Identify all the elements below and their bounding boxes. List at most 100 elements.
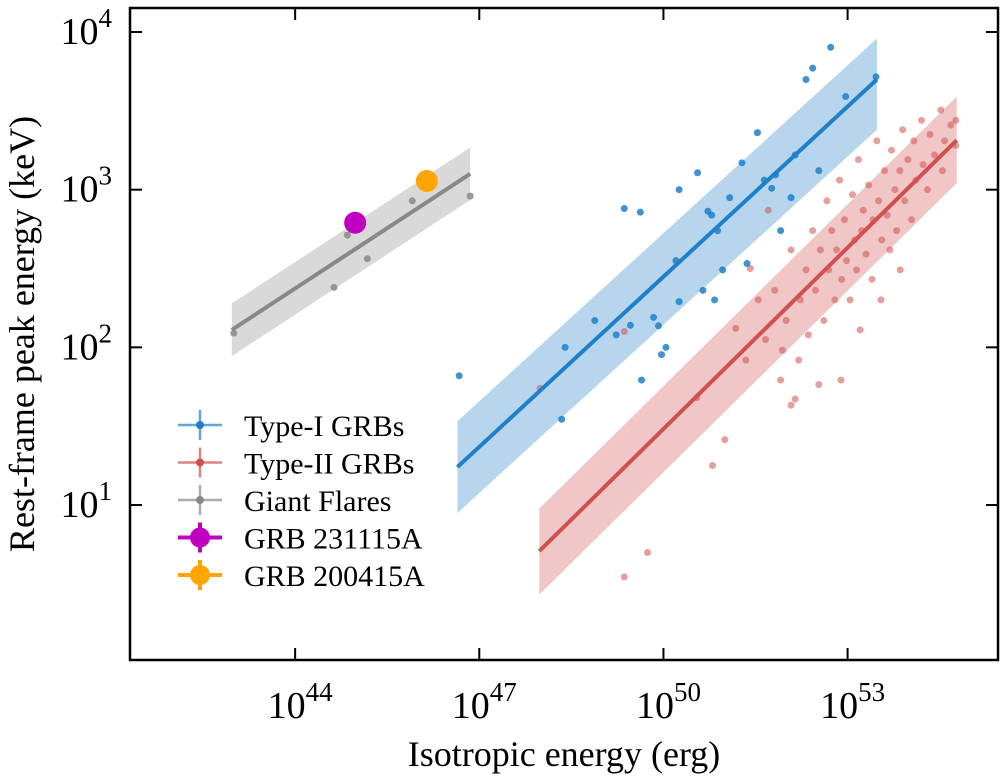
point [650,313,658,321]
y-tick-label: 102 [61,318,113,368]
point [930,151,938,159]
point [363,255,371,263]
point [408,197,416,205]
point [561,343,569,351]
point [620,573,628,581]
point [937,106,945,114]
point [872,73,880,81]
point [823,197,831,205]
fit-line [537,138,959,553]
point [831,296,839,304]
point [636,208,644,216]
point [612,331,620,339]
point [694,169,702,177]
point [709,462,717,470]
point [675,298,683,306]
point [837,376,845,384]
point [742,356,750,364]
legend-marker [196,496,204,504]
point [787,246,795,254]
point [746,265,754,273]
point [910,137,918,145]
point [828,227,836,235]
point [873,137,881,145]
point [644,548,652,556]
plot-area [230,38,960,595]
point [856,326,864,334]
point [791,395,799,403]
point [811,286,819,294]
legend-marker [196,421,204,429]
fit-line [230,172,472,332]
point [777,227,785,235]
point [891,186,899,194]
y-tick-label-exp: 4 [99,3,113,33]
point [836,176,844,184]
point [809,227,817,235]
highlight-point [344,211,367,234]
point [802,75,810,83]
x-tick-label: 1050 [636,677,701,727]
legend-label: GRB 231115A [244,523,423,556]
legend-marker [190,527,210,548]
point [626,321,634,329]
point [754,296,762,304]
point [330,283,338,291]
point [896,266,904,274]
point [591,317,599,325]
legend: Type-I GRBs Type-II GRBs Giant Flares GRB 2… [178,410,425,593]
point [842,92,850,100]
fit-line [456,78,879,469]
point [827,43,835,51]
legend-marker [196,458,204,467]
point [878,236,886,244]
point [455,372,463,380]
point [918,116,926,124]
x-tick-label-base: 10 [820,685,858,727]
point [738,159,746,167]
point [620,328,628,336]
point [947,121,955,129]
point [938,167,946,175]
point [846,296,854,304]
point [941,137,949,145]
x-tick-label-exp: 47 [490,677,517,707]
point [833,246,841,254]
legend-label: GRB 200415A [244,560,425,593]
x-tick-label-base: 10 [636,685,674,727]
point [896,167,904,175]
x-tick-label: 1044 [268,677,334,727]
point [875,197,883,205]
point [886,246,894,254]
legend-marker [190,565,210,585]
point [904,156,912,164]
y-tick-label-base: 10 [61,11,99,53]
point [802,266,810,274]
point [620,204,628,212]
x-axis-label: Isotropic energy (erg) [408,734,721,774]
point [662,343,670,351]
point [919,161,927,169]
y-tick-label-exp: 2 [99,318,113,348]
point [815,381,823,389]
point [795,356,803,364]
point [820,317,828,325]
point [862,250,870,258]
point [343,231,351,239]
point [658,351,666,359]
point [859,206,867,214]
point [926,130,934,138]
y-tick-label-base: 10 [61,484,99,526]
point [843,257,851,265]
point [777,376,785,384]
legend-label: Giant Flares [244,485,391,518]
highlight-point [415,170,438,193]
point [558,415,566,423]
axes-frame [128,6,1000,662]
point [865,181,873,189]
point [840,216,848,224]
point [901,197,909,205]
point [699,286,707,294]
legend-label: Type-I GRBs [244,410,404,443]
